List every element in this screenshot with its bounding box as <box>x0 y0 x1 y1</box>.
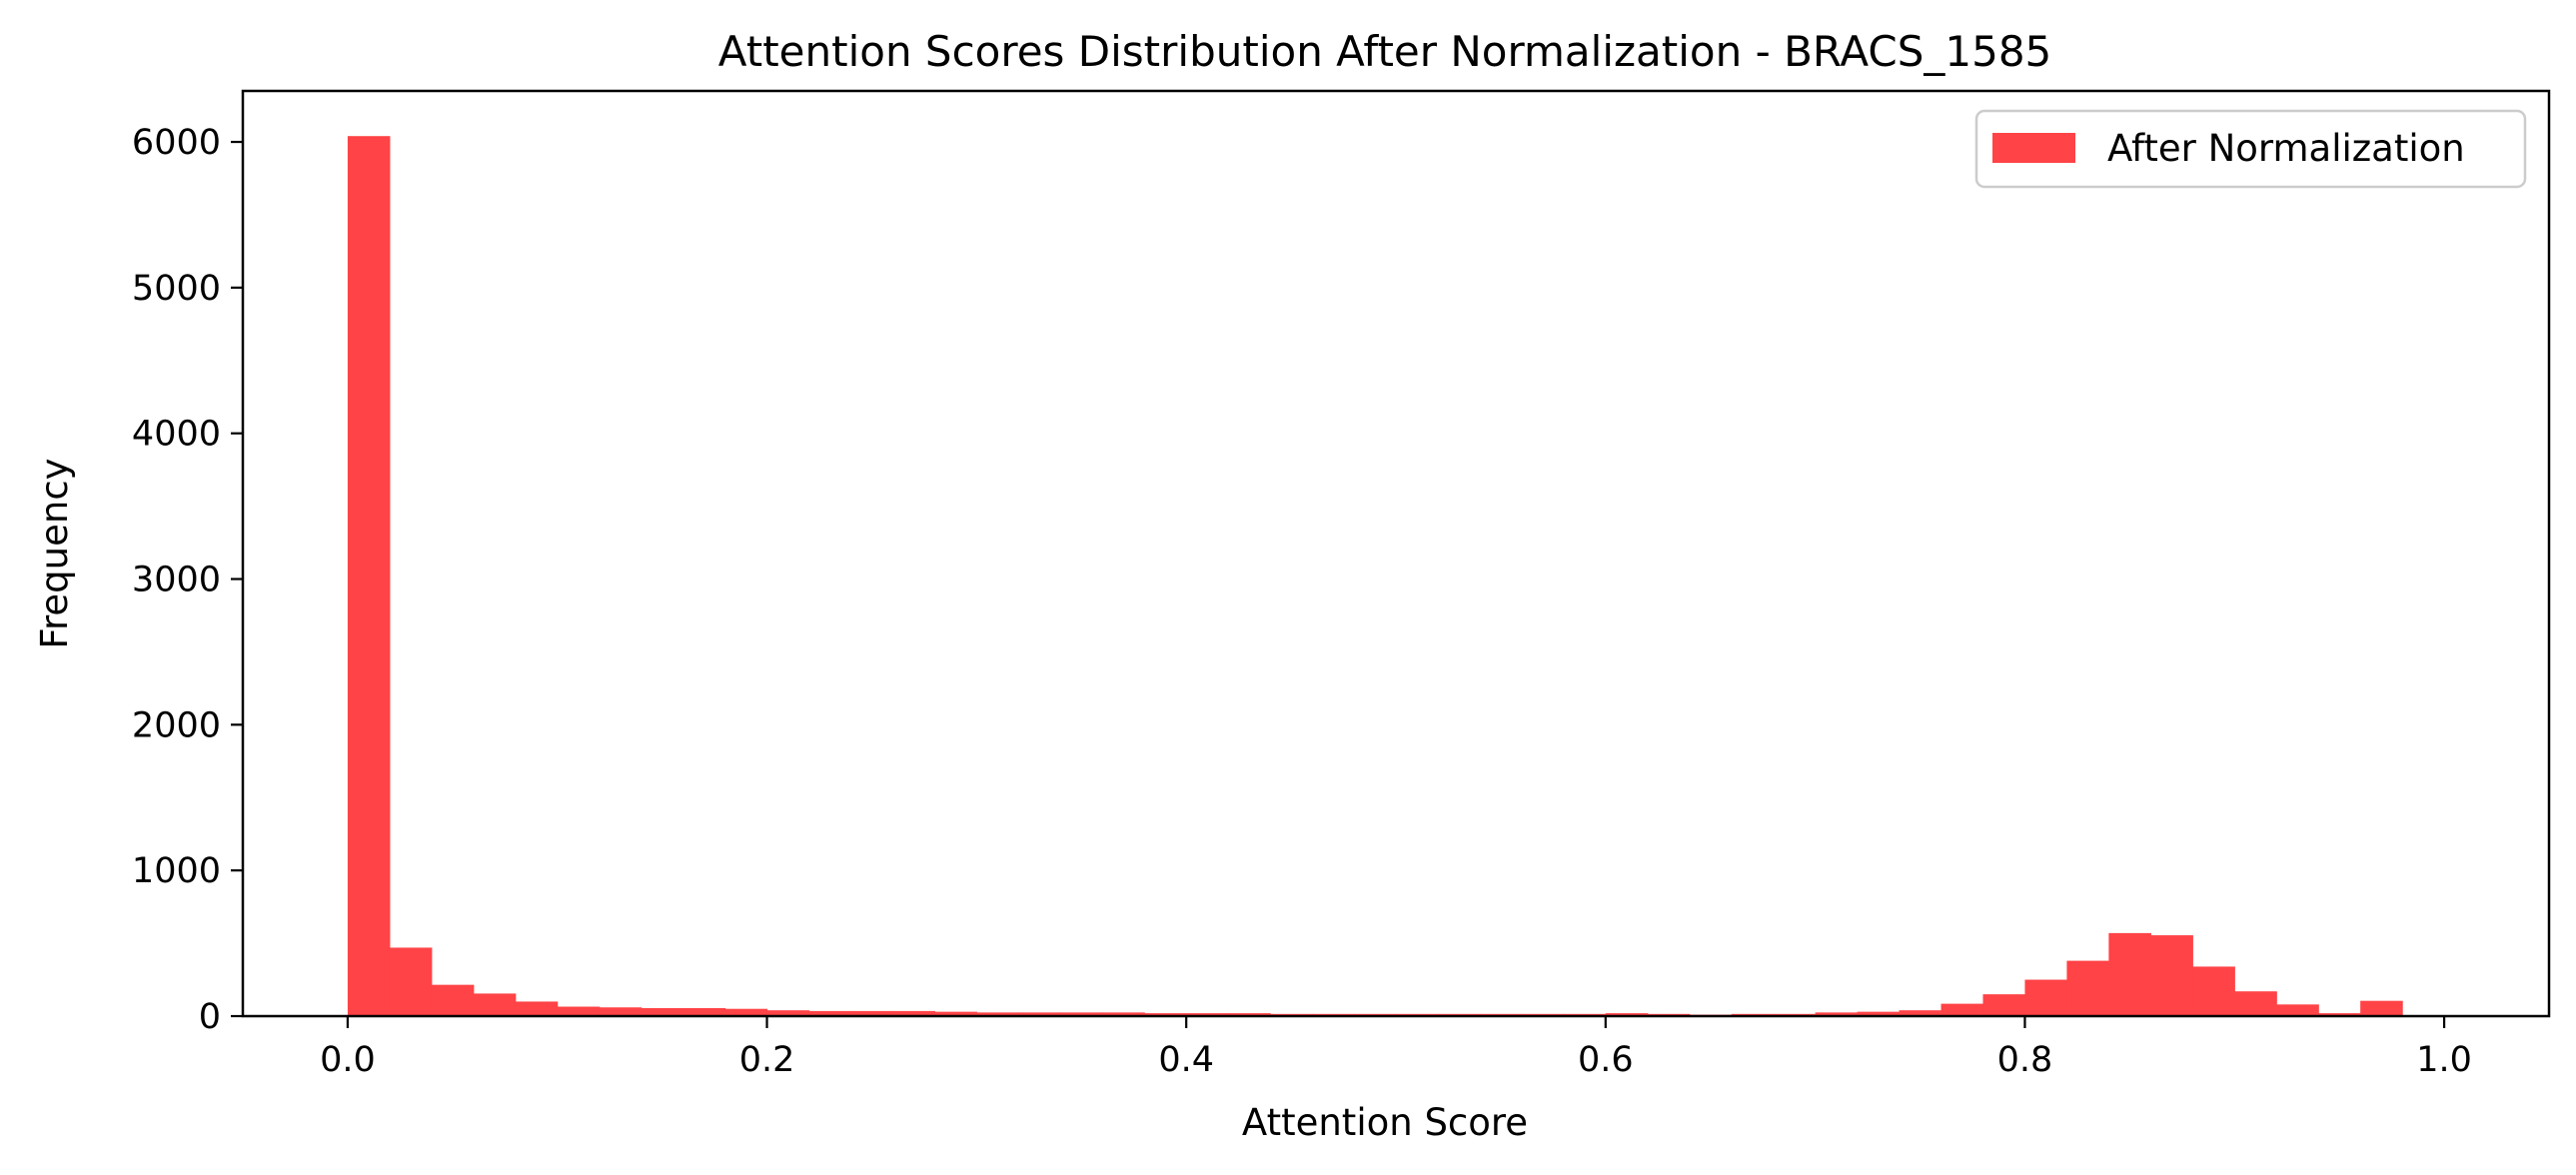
histogram-bar <box>1228 1013 1271 1016</box>
x-tick-label: 1.0 <box>2416 1040 2472 1080</box>
x-axis-label: Attention Score <box>1242 1101 1528 1144</box>
y-tick-label: 5000 <box>132 269 221 309</box>
histogram-bar <box>2192 966 2235 1016</box>
histogram-bar <box>766 1010 810 1016</box>
histogram-bar <box>1899 1010 1942 1016</box>
chart-title: Attention Scores Distribution After Norm… <box>718 27 2052 76</box>
histogram-bar <box>2024 979 2068 1016</box>
y-tick-label: 3000 <box>132 561 221 600</box>
histogram-bar <box>557 1006 601 1016</box>
histogram-bar <box>641 1007 684 1016</box>
histogram-bar <box>2066 960 2109 1016</box>
y-tick-label: 6000 <box>132 123 221 163</box>
legend-box <box>1974 109 2527 189</box>
histogram-bar <box>1144 1013 1187 1016</box>
legend: After Normalization <box>1974 109 2527 189</box>
histogram-bar <box>2108 932 2151 1016</box>
histogram-bar <box>1940 1003 1984 1016</box>
x-tick-label: 0.2 <box>739 1040 795 1080</box>
histogram-bar <box>1605 1013 1649 1016</box>
histogram-bar <box>934 1011 977 1016</box>
y-tick-label: 2000 <box>132 705 221 745</box>
x-axis-ticks: 0.0 0.2 0.4 0.6 0.8 1.0 <box>320 1016 2472 1080</box>
histogram-bar <box>1102 1012 1145 1016</box>
histogram-bar <box>2276 1004 2319 1016</box>
histogram-bar <box>808 1010 852 1016</box>
legend-label: After Normalization <box>2107 127 2465 170</box>
histogram-bar <box>724 1008 768 1016</box>
y-tick-label: 1000 <box>132 851 221 891</box>
histogram-bar <box>1815 1012 1859 1016</box>
y-axis-label: Frequency <box>33 458 76 648</box>
y-tick-label: 0 <box>199 997 221 1037</box>
x-tick-label: 0.6 <box>1578 1040 1634 1080</box>
histogram-bar <box>347 136 391 1016</box>
axes-frame <box>241 89 2551 1018</box>
histogram-bar <box>850 1010 894 1016</box>
histogram-bar <box>1018 1012 1061 1016</box>
histogram-bar <box>431 984 475 1016</box>
histogram-bar <box>2318 1013 2361 1016</box>
histogram-bar <box>1857 1011 1901 1016</box>
histogram-bar <box>892 1010 935 1016</box>
histogram-bar <box>599 1007 643 1016</box>
x-tick-label: 0.8 <box>1997 1040 2053 1080</box>
histogram-bar <box>389 947 433 1016</box>
legend-swatch <box>1992 133 2075 163</box>
histogram-bar <box>1982 994 2026 1016</box>
x-tick-label: 0.0 <box>320 1040 376 1080</box>
histogram-bar <box>515 1001 559 1016</box>
histogram-bar <box>976 1012 1019 1016</box>
histogram-bar <box>2360 1000 2403 1016</box>
y-axis-ticks: 0 1000 2000 3000 4000 5000 6000 <box>132 123 243 1037</box>
histogram-bar <box>1186 1013 1229 1016</box>
histogram-bar <box>2234 991 2277 1016</box>
histogram-bar <box>473 993 517 1016</box>
histogram-bar <box>1060 1012 1103 1016</box>
y-tick-label: 4000 <box>132 415 221 455</box>
x-tick-label: 0.4 <box>1158 1040 1214 1080</box>
histogram-bar <box>2150 935 2193 1016</box>
histogram-bar <box>682 1007 726 1016</box>
